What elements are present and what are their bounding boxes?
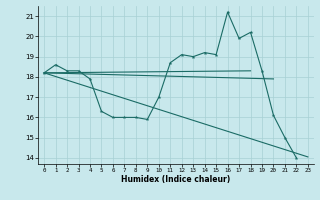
X-axis label: Humidex (Indice chaleur): Humidex (Indice chaleur): [121, 175, 231, 184]
